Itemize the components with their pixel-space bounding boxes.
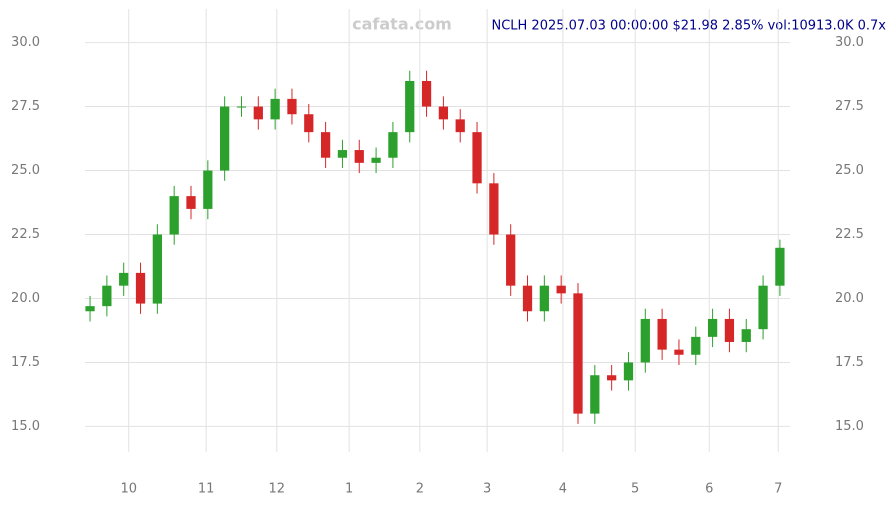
- candle-body: [236, 106, 247, 108]
- candle-body: [152, 234, 162, 304]
- candle-body: [455, 119, 465, 133]
- x-tick-label: 6: [705, 482, 713, 497]
- y-tick-label: 20.0: [11, 291, 40, 306]
- candle-body: [102, 285, 112, 307]
- candle-body: [522, 285, 533, 312]
- candle-body: [590, 375, 600, 414]
- candle-body: [405, 80, 415, 133]
- x-tick-label: 2: [416, 482, 424, 497]
- candle-body: [371, 157, 381, 163]
- candle-body: [640, 318, 650, 363]
- candle-body: [657, 318, 667, 350]
- x-tick-label: 10: [120, 482, 137, 497]
- candle-body: [489, 183, 499, 235]
- y-tick-label: 25.0: [11, 163, 40, 178]
- candle-body: [320, 132, 331, 158]
- chart-title: NCLH 2025.07.03 00:00:00 $21.98 2.85% vo…: [491, 19, 886, 34]
- candle-body: [135, 272, 146, 304]
- candle-body: [707, 318, 718, 337]
- x-tick-label: 12: [269, 482, 286, 497]
- candle-body: [253, 106, 263, 120]
- candle-body: [220, 106, 230, 171]
- candle-body: [775, 247, 785, 286]
- candle-body: [354, 150, 364, 163]
- candle-body: [506, 234, 516, 286]
- y-tick-label: 30.0: [11, 35, 40, 50]
- candle-body: [674, 349, 684, 355]
- x-tick-label: 5: [631, 482, 639, 497]
- y-tick-label-right: 30.0: [835, 35, 864, 50]
- y-tick-label-right: 25.0: [835, 163, 864, 178]
- x-tick-label: 11: [198, 482, 215, 497]
- y-tick-label-right: 27.5: [835, 99, 864, 114]
- candle-body: [287, 98, 297, 115]
- candle-body: [691, 336, 701, 355]
- candle-body: [472, 132, 482, 184]
- candle-body: [388, 132, 398, 158]
- candle-body: [623, 362, 634, 381]
- candle-body: [573, 293, 583, 414]
- candle-body: [270, 98, 280, 120]
- x-tick-label: 7: [774, 482, 782, 497]
- x-tick-label: 4: [559, 482, 567, 497]
- y-tick-label: 15.0: [11, 419, 40, 434]
- candle-body: [186, 196, 196, 209]
- candle-body: [169, 196, 179, 235]
- y-tick-label: 17.5: [11, 355, 40, 370]
- candle-body: [304, 114, 314, 133]
- candle-body: [337, 150, 348, 158]
- candle-body: [556, 285, 566, 294]
- x-tick-label: 3: [483, 482, 491, 497]
- candle-body: [203, 170, 213, 209]
- candle-body: [607, 375, 617, 381]
- candle-body: [539, 285, 549, 312]
- x-tick-label: 1: [345, 482, 353, 497]
- y-tick-label: 27.5: [11, 99, 40, 114]
- y-tick-label-right: 20.0: [835, 291, 864, 306]
- watermark: cafata.com: [352, 15, 452, 34]
- y-tick-label-right: 17.5: [835, 355, 864, 370]
- candle-body: [741, 329, 751, 342]
- candle-body: [119, 272, 129, 286]
- y-tick-label-right: 22.5: [835, 227, 864, 242]
- y-tick-label-right: 15.0: [835, 419, 864, 434]
- candle-body: [438, 106, 449, 120]
- y-tick-label: 22.5: [11, 227, 40, 242]
- candle-body: [724, 318, 735, 342]
- candle-body: [758, 285, 768, 330]
- candle-body: [85, 306, 95, 312]
- candle-body: [421, 80, 432, 107]
